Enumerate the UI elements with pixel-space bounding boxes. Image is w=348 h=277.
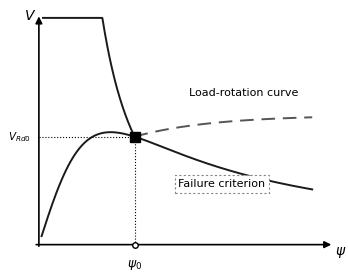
Text: ψ: ψ — [335, 244, 344, 258]
Text: $\psi_0$: $\psi_0$ — [127, 258, 142, 271]
Text: Load-rotation curve: Load-rotation curve — [189, 88, 299, 98]
Text: Failure criterion: Failure criterion — [179, 179, 266, 189]
Text: V: V — [25, 9, 35, 23]
Text: $V_{Rd0}$: $V_{Rd0}$ — [8, 130, 31, 143]
